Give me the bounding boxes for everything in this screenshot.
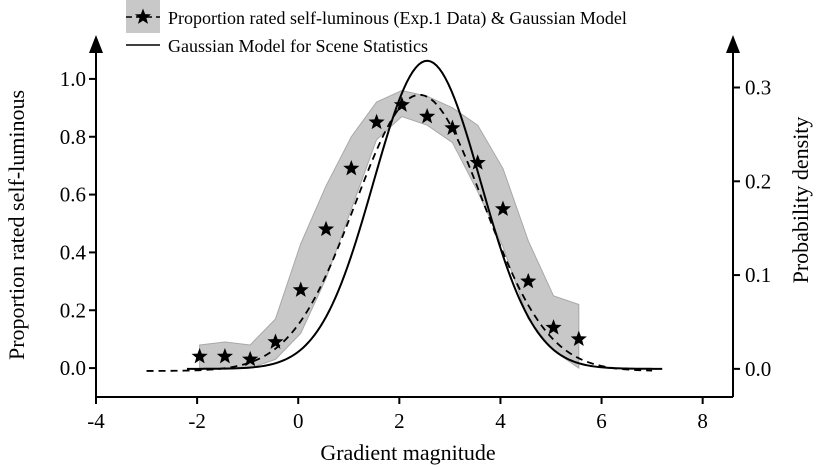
data-point-star: [317, 220, 335, 237]
x-tick-label: 6: [596, 409, 607, 433]
y-right-tick-label: 0.2: [745, 169, 771, 193]
x-tick-label: 4: [495, 409, 506, 433]
data-point-star: [343, 160, 360, 176]
data-point-star: [520, 272, 537, 289]
x-tick-label: 8: [697, 409, 708, 433]
y-axis-left-arrow-icon: [89, 35, 103, 53]
data-point-star: [368, 113, 385, 130]
data-point-star: [216, 348, 233, 364]
gaussian-model-dashed-curve: [146, 93, 653, 372]
legend-label-data: Proportion rated self-luminous (Exp.1 Da…: [168, 8, 627, 29]
x-axis-label: Gradient magnitude: [320, 440, 495, 465]
x-tick-label: -4: [87, 409, 105, 433]
data-points-layer: [191, 96, 587, 367]
y-left-tick-label: 0.6: [60, 183, 86, 207]
y-left-tick-label: 0.8: [60, 125, 86, 149]
data-point-star: [494, 200, 512, 216]
y-left-tick-label: 0.4: [60, 240, 87, 264]
x-tick-label: 0: [293, 409, 304, 433]
x-tick-label: -2: [188, 409, 206, 433]
y-right-tick-label: 0.0: [745, 357, 771, 381]
data-point-star: [469, 154, 486, 170]
confidence-band: [199, 89, 580, 370]
legend-star-icon: [134, 8, 152, 24]
data-point-star: [419, 108, 436, 124]
data-point-star: [242, 350, 259, 367]
data-point-star: [545, 319, 562, 335]
data-point-star: [393, 96, 410, 112]
y-axis-label-left: Proportion rated self-luminous: [4, 90, 29, 360]
confidence-band-layer: [199, 89, 580, 370]
data-point-star: [570, 330, 587, 347]
axes-layer: -4 -2 0 2 4 6 8 0.0 0.2 0.4 0.6 0.8 1.0 0.0 0.1 0.2 0.3: [60, 35, 771, 433]
y-left-tick-label: 0.0: [60, 356, 86, 380]
data-point-star: [292, 281, 309, 297]
curve-layer: [146, 59, 663, 372]
y-axis-right-arrow-icon: [726, 35, 740, 53]
y-right-tick-label: 0.3: [745, 76, 771, 100]
x-tick-label: 2: [394, 409, 405, 433]
y-left-tick-label: 0.2: [60, 298, 86, 322]
legend-label-scene: Gaussian Model for Scene Statistics: [168, 36, 428, 56]
y-left-tick-label: 1.0: [60, 67, 86, 91]
data-point-star: [191, 348, 208, 364]
data-point-star: [267, 333, 284, 349]
data-point-star: [444, 119, 461, 135]
y-axis-label-right: Probability density: [788, 117, 813, 284]
legend: Proportion rated self-luminous (Exp.1 Da…: [126, 0, 627, 56]
scene-statistics-solid-curve: [187, 59, 663, 370]
y-right-tick-label: 0.1: [745, 263, 771, 287]
